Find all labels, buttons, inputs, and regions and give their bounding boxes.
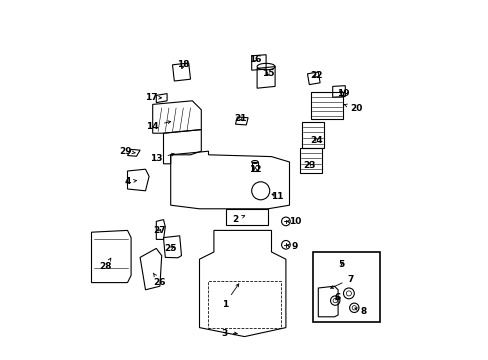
Text: 1: 1: [221, 284, 238, 309]
Text: 17: 17: [144, 93, 161, 102]
Text: 7: 7: [330, 275, 353, 288]
Text: 25: 25: [164, 244, 177, 253]
Text: 10: 10: [285, 217, 301, 226]
Text: 11: 11: [270, 192, 283, 201]
Text: 23: 23: [303, 161, 315, 170]
Text: 15: 15: [261, 69, 274, 78]
Text: 20: 20: [344, 104, 362, 113]
Text: 18: 18: [177, 60, 189, 69]
Text: 24: 24: [309, 136, 322, 145]
Text: 13: 13: [150, 153, 174, 163]
Text: 22: 22: [309, 71, 322, 80]
Text: 2: 2: [232, 215, 244, 224]
Text: 9: 9: [285, 242, 298, 251]
Text: 28: 28: [100, 258, 112, 271]
Text: 14: 14: [146, 121, 170, 131]
Bar: [208, 281, 280, 328]
Text: 6: 6: [334, 292, 341, 302]
Text: 5: 5: [338, 260, 344, 269]
Text: 12: 12: [248, 165, 261, 174]
Text: 26: 26: [153, 273, 166, 287]
Bar: [251, 162, 258, 171]
Text: 29: 29: [119, 147, 135, 156]
Text: 19: 19: [337, 89, 349, 98]
Text: 16: 16: [248, 55, 261, 64]
Text: 8: 8: [354, 307, 366, 316]
Text: 3: 3: [221, 328, 237, 338]
Text: 4: 4: [124, 177, 136, 186]
Text: 21: 21: [234, 114, 246, 123]
Text: 27: 27: [153, 226, 166, 235]
Bar: [312, 252, 379, 322]
